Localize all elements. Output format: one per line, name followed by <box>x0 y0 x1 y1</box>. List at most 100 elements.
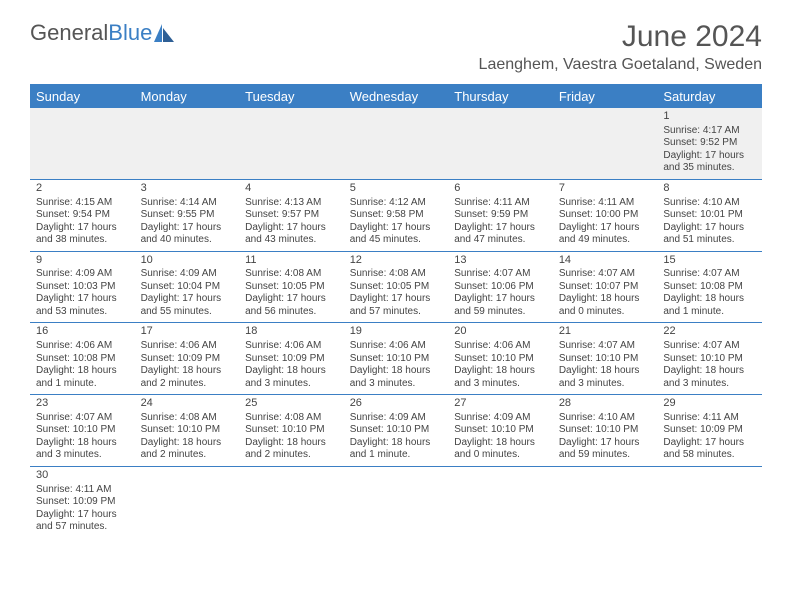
calendar-day-cell <box>239 466 344 537</box>
sunrise-text: Sunrise: 4:07 AM <box>559 340 652 353</box>
calendar-day-cell <box>448 466 553 537</box>
sunset-text: Sunset: 10:09 PM <box>141 353 234 366</box>
calendar-week-row: 9Sunrise: 4:09 AMSunset: 10:03 PMDayligh… <box>30 251 762 323</box>
sunset-text: Sunset: 10:10 PM <box>36 424 129 437</box>
sunset-text: Sunset: 9:54 PM <box>36 209 129 222</box>
calendar-day-cell: 5Sunrise: 4:12 AMSunset: 9:58 PMDaylight… <box>344 179 449 251</box>
calendar-day-cell <box>553 108 658 179</box>
day-number: 30 <box>36 469 129 483</box>
calendar-day-cell <box>135 466 240 537</box>
sunrise-text: Sunrise: 4:07 AM <box>36 412 129 425</box>
calendar-day-cell: 1Sunrise: 4:17 AMSunset: 9:52 PMDaylight… <box>657 108 762 179</box>
day-number: 6 <box>454 182 547 196</box>
sunset-text: Sunset: 9:55 PM <box>141 209 234 222</box>
daylight-text: Daylight: 18 hours and 2 minutes. <box>141 365 234 390</box>
calendar-day-cell: 13Sunrise: 4:07 AMSunset: 10:06 PMDaylig… <box>448 251 553 323</box>
calendar-week-row: 2Sunrise: 4:15 AMSunset: 9:54 PMDaylight… <box>30 179 762 251</box>
day-number: 22 <box>663 325 756 339</box>
sunrise-text: Sunrise: 4:07 AM <box>454 268 547 281</box>
month-title: June 2024 <box>479 20 762 54</box>
daylight-text: Daylight: 17 hours and 57 minutes. <box>350 293 443 318</box>
sunrise-text: Sunrise: 4:10 AM <box>663 197 756 210</box>
daylight-text: Daylight: 17 hours and 53 minutes. <box>36 293 129 318</box>
day-number: 5 <box>350 182 443 196</box>
day-number: 25 <box>245 397 338 411</box>
sunrise-text: Sunrise: 4:06 AM <box>350 340 443 353</box>
daylight-text: Daylight: 18 hours and 3 minutes. <box>663 365 756 390</box>
calendar-day-cell: 17Sunrise: 4:06 AMSunset: 10:09 PMDaylig… <box>135 323 240 395</box>
daylight-text: Daylight: 17 hours and 40 minutes. <box>141 222 234 247</box>
day-number: 14 <box>559 254 652 268</box>
sunrise-text: Sunrise: 4:07 AM <box>663 340 756 353</box>
sunrise-text: Sunrise: 4:11 AM <box>559 197 652 210</box>
day-number: 19 <box>350 325 443 339</box>
sunrise-text: Sunrise: 4:10 AM <box>559 412 652 425</box>
day-number: 20 <box>454 325 547 339</box>
sunset-text: Sunset: 10:00 PM <box>559 209 652 222</box>
daylight-text: Daylight: 17 hours and 45 minutes. <box>350 222 443 247</box>
daylight-text: Daylight: 17 hours and 59 minutes. <box>559 437 652 462</box>
calendar-day-cell <box>448 108 553 179</box>
sunset-text: Sunset: 10:10 PM <box>663 353 756 366</box>
logo-text-2: Blue <box>108 20 152 46</box>
daylight-text: Daylight: 18 hours and 3 minutes. <box>350 365 443 390</box>
sunset-text: Sunset: 10:09 PM <box>663 424 756 437</box>
daylight-text: Daylight: 18 hours and 1 minute. <box>36 365 129 390</box>
sunset-text: Sunset: 10:09 PM <box>245 353 338 366</box>
sunset-text: Sunset: 10:10 PM <box>454 353 547 366</box>
calendar-day-cell: 28Sunrise: 4:10 AMSunset: 10:10 PMDaylig… <box>553 395 658 467</box>
sunset-text: Sunset: 10:08 PM <box>36 353 129 366</box>
sunset-text: Sunset: 10:01 PM <box>663 209 756 222</box>
day-number: 29 <box>663 397 756 411</box>
calendar-day-cell: 10Sunrise: 4:09 AMSunset: 10:04 PMDaylig… <box>135 251 240 323</box>
sunset-text: Sunset: 10:04 PM <box>141 281 234 294</box>
sunrise-text: Sunrise: 4:07 AM <box>663 268 756 281</box>
sunrise-text: Sunrise: 4:08 AM <box>141 412 234 425</box>
day-number: 2 <box>36 182 129 196</box>
sunrise-text: Sunrise: 4:12 AM <box>350 197 443 210</box>
calendar-day-cell: 4Sunrise: 4:13 AMSunset: 9:57 PMDaylight… <box>239 179 344 251</box>
calendar-day-cell: 19Sunrise: 4:06 AMSunset: 10:10 PMDaylig… <box>344 323 449 395</box>
sunset-text: Sunset: 10:08 PM <box>663 281 756 294</box>
daylight-text: Daylight: 18 hours and 0 minutes. <box>559 293 652 318</box>
day-number: 16 <box>36 325 129 339</box>
daylight-text: Daylight: 18 hours and 3 minutes. <box>36 437 129 462</box>
page-header: GeneralBlue June 2024 Laenghem, Vaestra … <box>30 20 762 74</box>
daylight-text: Daylight: 17 hours and 51 minutes. <box>663 222 756 247</box>
logo-text-1: General <box>30 20 108 46</box>
day-number: 8 <box>663 182 756 196</box>
sunrise-text: Sunrise: 4:09 AM <box>141 268 234 281</box>
title-block: June 2024 Laenghem, Vaestra Goetaland, S… <box>479 20 762 74</box>
calendar-day-cell: 29Sunrise: 4:11 AMSunset: 10:09 PMDaylig… <box>657 395 762 467</box>
day-number: 17 <box>141 325 234 339</box>
sunrise-text: Sunrise: 4:06 AM <box>245 340 338 353</box>
calendar-day-cell: 14Sunrise: 4:07 AMSunset: 10:07 PMDaylig… <box>553 251 658 323</box>
day-number: 18 <box>245 325 338 339</box>
calendar-day-cell <box>553 466 658 537</box>
sunset-text: Sunset: 10:10 PM <box>350 353 443 366</box>
weekday-header: Saturday <box>657 85 762 108</box>
sunrise-text: Sunrise: 4:13 AM <box>245 197 338 210</box>
sunset-text: Sunset: 9:58 PM <box>350 209 443 222</box>
calendar-day-cell: 11Sunrise: 4:08 AMSunset: 10:05 PMDaylig… <box>239 251 344 323</box>
daylight-text: Daylight: 18 hours and 1 minute. <box>350 437 443 462</box>
daylight-text: Daylight: 18 hours and 3 minutes. <box>245 365 338 390</box>
day-number: 26 <box>350 397 443 411</box>
day-number: 10 <box>141 254 234 268</box>
calendar-day-cell <box>657 466 762 537</box>
sunset-text: Sunset: 10:10 PM <box>245 424 338 437</box>
sunrise-text: Sunrise: 4:08 AM <box>245 268 338 281</box>
calendar-day-cell: 16Sunrise: 4:06 AMSunset: 10:08 PMDaylig… <box>30 323 135 395</box>
calendar-day-cell: 26Sunrise: 4:09 AMSunset: 10:10 PMDaylig… <box>344 395 449 467</box>
sunset-text: Sunset: 9:52 PM <box>663 137 756 150</box>
sunrise-text: Sunrise: 4:07 AM <box>559 268 652 281</box>
weekday-header: Monday <box>135 85 240 108</box>
sunrise-text: Sunrise: 4:11 AM <box>663 412 756 425</box>
daylight-text: Daylight: 18 hours and 0 minutes. <box>454 437 547 462</box>
calendar-day-cell <box>30 108 135 179</box>
daylight-text: Daylight: 17 hours and 43 minutes. <box>245 222 338 247</box>
sunrise-text: Sunrise: 4:06 AM <box>454 340 547 353</box>
weekday-header: Thursday <box>448 85 553 108</box>
calendar-week-row: 23Sunrise: 4:07 AMSunset: 10:10 PMDaylig… <box>30 395 762 467</box>
calendar-day-cell: 18Sunrise: 4:06 AMSunset: 10:09 PMDaylig… <box>239 323 344 395</box>
